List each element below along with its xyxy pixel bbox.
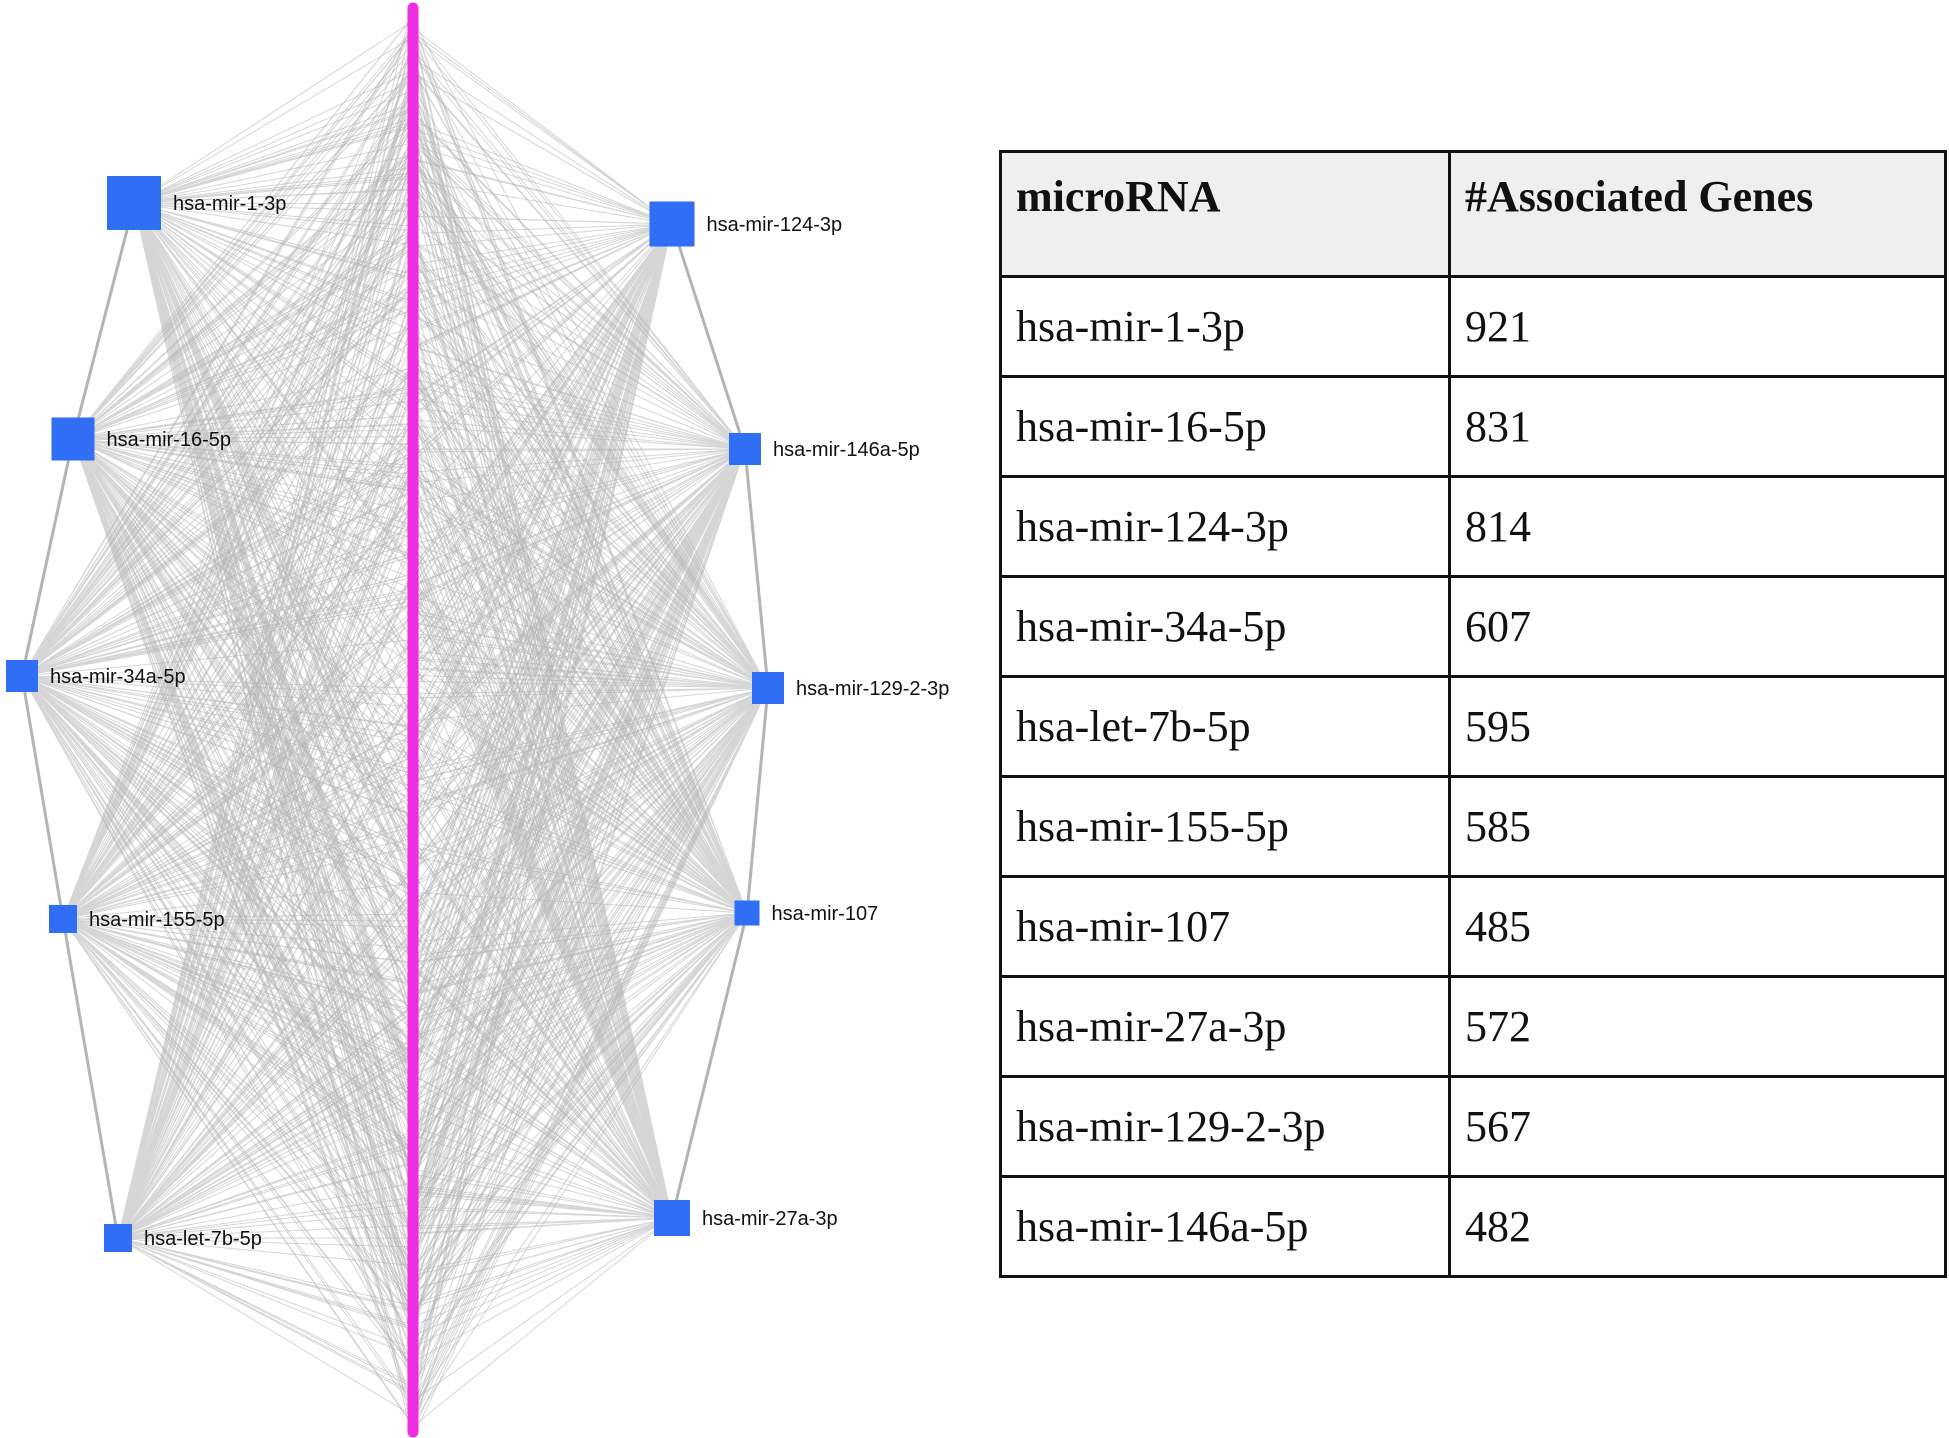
node-label: hsa-mir-124-3p <box>707 214 843 236</box>
microrna-node-mir-146a-5p <box>729 433 761 465</box>
cell-microrna: hsa-mir-146a-5p <box>999 1175 1451 1278</box>
table-row: hsa-mir-129-2-3p 567 <box>999 1075 1947 1178</box>
microrna-node-mir-155-5p <box>49 905 77 933</box>
edge-lines <box>405 24 748 1419</box>
node-label: hsa-mir-1-3p <box>173 193 286 215</box>
edge-bundle <box>405 42 673 1424</box>
node-label: hsa-mir-27a-3p <box>702 1208 838 1230</box>
cell-gene-count: 585 <box>1448 775 1947 878</box>
cell-microrna: hsa-mir-34a-5p <box>999 575 1451 678</box>
cell-gene-count: 482 <box>1448 1175 1947 1278</box>
node-label: hsa-let-7b-5p <box>144 1228 262 1250</box>
edge-lines <box>405 42 673 1424</box>
microrna-node-mir-16-5p <box>51 417 95 461</box>
microrna-node-let-7b-5p <box>104 1224 132 1252</box>
microrna-node-mir-124-3p <box>649 201 695 247</box>
node-link-line <box>20 438 75 677</box>
cell-gene-count: 595 <box>1448 675 1947 778</box>
node-label: hsa-mir-155-5p <box>89 909 225 931</box>
cell-gene-count: 607 <box>1448 575 1947 678</box>
cell-microrna: hsa-mir-124-3p <box>999 475 1451 578</box>
node-label: hsa-mir-129-2-3p <box>796 678 949 700</box>
microrna-node-mir-107 <box>734 900 760 926</box>
node-link-line <box>20 675 65 920</box>
edge-lines <box>117 20 421 1414</box>
table-row: hsa-mir-16-5p 831 <box>999 375 1947 478</box>
table-row: hsa-mir-1-3p 921 <box>999 275 1947 378</box>
table-row: hsa-mir-34a-5p 607 <box>999 575 1947 678</box>
edge-bundle <box>405 24 748 1419</box>
header-microrna: microRNA <box>999 150 1451 278</box>
table-header-row: microRNA #Associated Genes <box>999 150 1947 278</box>
cell-gene-count: 572 <box>1448 975 1947 1078</box>
node-link-line <box>743 448 770 689</box>
cell-microrna: hsa-mir-1-3p <box>999 275 1451 378</box>
microrna-node-mir-34a-5p <box>6 660 38 692</box>
node-link-line <box>61 918 120 1239</box>
microrna-node-mir-1-3p <box>107 176 161 230</box>
microrna-gene-network: hsa-mir-1-3p hsa-mir-16-5p hsa-mir-34a-5p h… <box>6 2 949 1438</box>
table-row: hsa-mir-27a-3p 572 <box>999 975 1947 1078</box>
cell-microrna: hsa-mir-16-5p <box>999 375 1451 478</box>
associated-genes-table: microRNA #Associated Genes hsa-mir-1-3p … <box>999 150 1947 1278</box>
edge-layer <box>20 19 770 1425</box>
table-row: hsa-mir-155-5p 585 <box>999 775 1947 878</box>
table-row: hsa-mir-124-3p 814 <box>999 475 1947 578</box>
cell-microrna: hsa-mir-107 <box>999 875 1451 978</box>
cell-gene-count: 814 <box>1448 475 1947 578</box>
cell-microrna: hsa-mir-129-2-3p <box>999 1075 1451 1178</box>
cell-microrna: hsa-mir-155-5p <box>999 775 1451 878</box>
table-row: hsa-let-7b-5p 595 <box>999 675 1947 778</box>
node-label: hsa-mir-34a-5p <box>50 666 186 688</box>
node-link-line <box>745 687 770 914</box>
table-row: hsa-mir-146a-5p 482 <box>999 1175 1947 1278</box>
node-label: hsa-mir-16-5p <box>107 429 231 451</box>
node-label: hsa-mir-107 <box>772 903 879 925</box>
cell-microrna: hsa-let-7b-5p <box>999 675 1451 778</box>
cell-gene-count: 921 <box>1448 275 1947 378</box>
cell-microrna: hsa-mir-27a-3p <box>999 975 1451 1078</box>
cell-gene-count: 485 <box>1448 875 1947 978</box>
cell-gene-count: 831 <box>1448 375 1947 478</box>
microrna-node-mir-129-2-3p <box>752 672 784 704</box>
node-layer: hsa-mir-1-3p hsa-mir-16-5p hsa-mir-34a-5p h… <box>6 176 949 1252</box>
header-associated-genes: #Associated Genes <box>1448 150 1947 278</box>
edge-bundle <box>117 20 421 1414</box>
cell-gene-count: 567 <box>1448 1075 1947 1178</box>
node-label: hsa-mir-146a-5p <box>773 439 920 461</box>
microrna-node-mir-27a-3p <box>654 1200 690 1236</box>
node-link-line <box>71 202 136 440</box>
node-link-line <box>670 223 747 450</box>
table-row: hsa-mir-107 485 <box>999 875 1947 978</box>
node-link-line <box>670 912 749 1219</box>
